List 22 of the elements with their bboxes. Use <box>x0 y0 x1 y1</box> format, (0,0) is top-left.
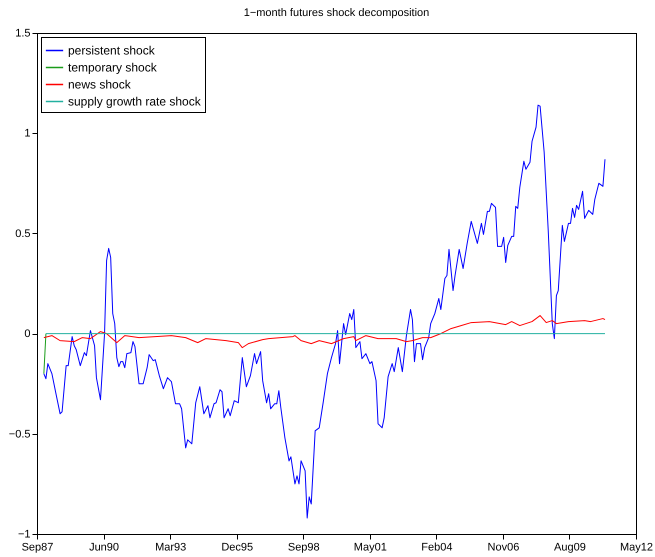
x-tick-label: Mar93 <box>155 542 186 554</box>
legend-label: temporary shock <box>68 60 158 74</box>
legend-label: supply growth rate shock <box>68 94 202 108</box>
x-tick-label: Sep87 <box>22 542 54 554</box>
legend-label: persistent shock <box>68 44 156 58</box>
legend-label: news shock <box>68 78 132 92</box>
y-tick-label: 1.5 <box>15 28 30 40</box>
x-tick-label: May12 <box>620 542 654 554</box>
y-tick-label: 0.5 <box>15 228 30 240</box>
x-tick-label: Sep98 <box>288 542 320 554</box>
y-tick-label: −1 <box>18 528 30 540</box>
chart-title: 1−month futures shock decomposition <box>244 7 430 19</box>
x-tick-label: Jun90 <box>89 542 120 554</box>
x-tick-label: Dec95 <box>221 542 254 554</box>
x-tick-label: May01 <box>354 542 387 554</box>
y-tick-label: 1 <box>24 128 30 140</box>
x-tick-label: Nov06 <box>488 542 520 554</box>
x-tick-label: Aug09 <box>554 542 586 554</box>
line-series <box>43 315 606 348</box>
y-tick-label: 0 <box>24 328 30 340</box>
y-tick-label: −0.5 <box>8 428 30 440</box>
x-tick-label: Feb04 <box>421 542 452 554</box>
